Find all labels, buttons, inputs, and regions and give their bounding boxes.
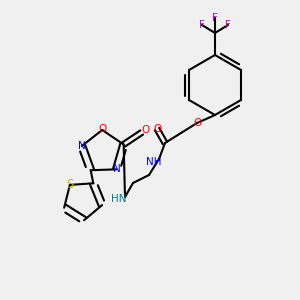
Text: O: O: [153, 124, 161, 134]
Text: NH: NH: [146, 157, 162, 167]
Text: F: F: [225, 20, 231, 30]
Text: O: O: [142, 125, 150, 136]
Text: F: F: [199, 20, 205, 30]
Text: O: O: [98, 124, 106, 134]
Text: N: N: [78, 141, 86, 151]
Text: S: S: [66, 178, 74, 191]
Text: O: O: [193, 118, 201, 128]
Text: N: N: [113, 164, 120, 174]
Text: HN: HN: [111, 194, 127, 204]
Text: F: F: [212, 13, 218, 23]
